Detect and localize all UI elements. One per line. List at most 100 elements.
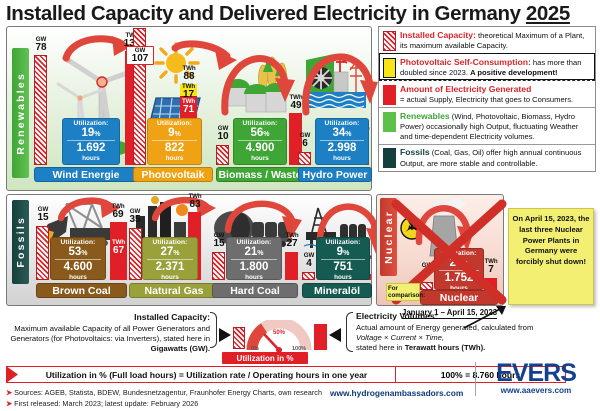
plate-hard-coal: Hard Coal <box>212 283 298 298</box>
generation-bar-sample <box>314 324 327 350</box>
generation-bar-brown-coal <box>110 222 127 280</box>
utilization-value: 19 <box>81 127 95 139</box>
utilization-value: 34 <box>332 127 346 139</box>
gauge-icon: 50% 0% 100% <box>246 320 312 352</box>
capacity-value-pv: GW 107 <box>126 46 154 66</box>
full-load-hours-value: 1.692 <box>76 142 106 155</box>
explanation-body: Maximum available Capacity of all Power … <box>10 323 210 343</box>
utilization-label: Utilization: <box>324 120 360 127</box>
yellow-square-icon <box>383 57 396 78</box>
utilization-value: 27 <box>160 246 174 258</box>
sun-icon <box>154 42 200 84</box>
generation-value-biomass: TWh 49 <box>289 94 303 112</box>
utilization-value: 20 <box>449 257 463 269</box>
plate-mineraloel: Mineralöl <box>302 283 372 298</box>
explanation-formula: Voltage × Current × Time, <box>356 332 445 342</box>
full-load-hours-value: 2.371 <box>155 261 185 274</box>
legend-body: (Coal, Gas, Oil) offer high annual conti… <box>400 148 582 168</box>
plate-wind: Wind Energie <box>34 167 138 182</box>
evers-logo: EVERS www.aaevers.com <box>478 361 594 395</box>
full-load-hours-value: 751 <box>333 261 353 274</box>
utilization-value: 56 <box>250 127 264 139</box>
biomass-silo-icon <box>226 56 288 113</box>
legend-body: has more than doubled since 2023. <box>400 57 582 77</box>
capacity-bar-natural-gas <box>129 228 142 280</box>
generation-total-value-pv: TWh 88 <box>182 65 196 83</box>
flow-arrow-icon <box>62 35 132 62</box>
footer-release-text: First released: March 2023; latest updat… <box>14 399 199 408</box>
capacity-value-mineraloel: GW 4 <box>303 252 315 270</box>
footer-site-aaevers[interactable]: www.aaevers.com <box>500 385 572 395</box>
legend-row-electricity-generated: Amount of Electricity Generated = actual … <box>379 80 595 107</box>
legend-body: theoretical Maximum of a Plant, its maxi… <box>400 30 585 50</box>
plate-biomass: Biomass / Waste <box>216 167 304 182</box>
utilization-label: Utilization: <box>60 239 96 246</box>
utilization-label: Utilization: <box>73 120 109 127</box>
hatched-bar-icon <box>383 30 396 51</box>
legend-head: Amount of Electricity Generated <box>400 83 532 94</box>
capacity-bar-mineraloel <box>302 272 315 280</box>
plate-brown-coal: Brown Coal <box>36 283 127 298</box>
utilization-unit: % <box>173 250 180 257</box>
electricity-volumes-explanation: Electricity Volumes: Actual amount of En… <box>356 311 561 353</box>
generation-value-natural-gas: TWh 83 <box>188 193 202 211</box>
capacity-bar-wind <box>34 55 47 165</box>
footer-sources: ➤ Sources: AGEB, Statista, BDEW, Bundesn… <box>6 388 322 397</box>
footer-site-hydrogenambassadors[interactable]: www.hydrogenambassadors.com <box>330 388 464 398</box>
red-square-icon <box>383 84 396 105</box>
utilization-card-hydro: Utilization: 34% 2.998 hours <box>315 118 369 165</box>
pointer-arrow-icon <box>463 306 506 329</box>
footer-sources-text: Sources: AGEB, Statista, BDEW, Bundesnet… <box>14 388 322 397</box>
footer-divider <box>475 362 476 396</box>
explanation-head: Electricity Volumes: <box>356 311 438 321</box>
arrow-right-icon <box>6 366 18 383</box>
full-load-hours-unit: hours <box>69 274 87 280</box>
capacity-bar-brown-coal <box>36 226 49 280</box>
utilization-value: 21 <box>244 246 258 258</box>
category-tab-fossils: Fossils <box>12 200 29 284</box>
pv-self-consumption-value: TWh 17 <box>181 83 196 101</box>
category-tab-renewables: Renewables <box>12 48 29 178</box>
legend-head: Photovoltaic Self-Consumption: <box>400 56 531 67</box>
full-load-hours-unit: hours <box>161 274 179 280</box>
plant-name: Hard Coal <box>230 284 280 297</box>
full-load-hours-value: 1.800 <box>239 261 269 274</box>
generation-bar-nuclear <box>484 278 497 290</box>
plate-pv: Photovoltaik <box>133 167 213 182</box>
category-label: Renewables <box>14 71 27 155</box>
plant-name: Biomass / Waste <box>218 168 302 181</box>
generation-value-brown-coal: TWh 69 <box>111 203 125 221</box>
generation-value-hard-coal: TWh 27 <box>285 232 299 250</box>
for-comparison-note: For comparison: <box>386 283 425 302</box>
legend-text: Installed Capacity: theoretical Maximum … <box>400 30 591 51</box>
explanation-tail: stated here in <box>356 343 405 353</box>
utilization-value: 53 <box>68 246 82 258</box>
nuclear-shutdown-note: On April 15, 2023, the last three Nuclea… <box>508 208 594 305</box>
utilization-card-pv: Utilization: 9% 822 hours <box>147 118 202 165</box>
full-load-hours-value: 1.752 <box>444 272 474 285</box>
gauge-label: Utilization in % <box>222 352 308 364</box>
utilization-label: Utilization: <box>157 120 192 127</box>
plant-name: Natural Gas <box>144 284 204 297</box>
svg-text:100%: 100% <box>292 346 306 352</box>
page-title: Installed Capacity and Delivered Electri… <box>6 2 570 26</box>
legend-text: Amount of Electricity Generated = actual … <box>400 84 573 105</box>
capacity-bar-hard-coal <box>212 252 225 280</box>
utilization-unit: % <box>263 131 270 138</box>
legend-text: Photovoltaic Self-Consumption: has more … <box>400 57 591 78</box>
formula-bar: Utilization in % (Full load hours) = Uti… <box>6 366 566 383</box>
legend-row-installed-capacity: Installed Capacity: theoretical Maximum … <box>379 27 595 53</box>
utilization-label: Utilization: <box>441 250 477 257</box>
category-label: Fossils <box>14 216 27 268</box>
full-load-hours-unit: hours <box>245 274 263 280</box>
utilization-card-wind: Utilization: 19% 1.692 hours <box>62 118 120 165</box>
svg-text:50%: 50% <box>273 330 286 336</box>
full-load-hours-value: 4.600 <box>63 261 93 274</box>
installed-capacity-explanation: Installed Capacity: Maximum available Ca… <box>6 312 210 354</box>
nuclear-date-range: January 1 – April 15, 2023 <box>402 308 498 319</box>
utilization-value: 9 <box>168 127 175 139</box>
explanation-bold: Gigawatts (GW). <box>150 344 210 354</box>
utilization-card-hard-coal: Utilization: 21% 1.800 hours <box>226 237 282 280</box>
full-load-hours-value: 822 <box>164 142 185 155</box>
